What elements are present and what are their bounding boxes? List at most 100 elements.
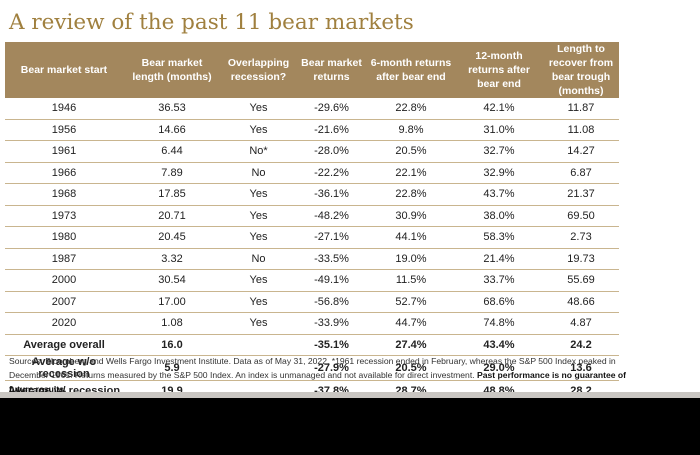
- table-cell: 22.8%: [367, 183, 455, 206]
- table-cell: 1987: [5, 248, 123, 270]
- table-cell: 11.87: [543, 98, 619, 120]
- table-row: 1946 36.53 Yes -29.6% 22.8% 42.1% 11.87: [5, 98, 619, 120]
- column-header: 6-month returns after bear end: [367, 42, 455, 98]
- table-row: 1987 3.32 No -33.5% 19.0% 21.4% 19.73: [5, 248, 619, 270]
- table-cell: 24.2: [543, 334, 619, 356]
- table-cell: [221, 355, 296, 381]
- column-header: Bear market returns: [296, 42, 367, 98]
- footnote: Sources: Bloomberg and Wells Fargo Inves…: [9, 354, 629, 396]
- table-cell: -33.5%: [296, 248, 367, 270]
- table-cell: 4.87: [543, 312, 619, 335]
- table-cell: No*: [221, 140, 296, 163]
- table-cell: -21.6%: [296, 119, 367, 141]
- column-header: 12-month returns after bear end: [455, 42, 543, 98]
- table-cell: Yes: [221, 98, 296, 120]
- average-row: Average overall 16.0 -35.1% 27.4% 43.4% 24.2: [5, 334, 619, 356]
- table-row: 1956 14.66 Yes -21.6% 9.8% 31.0% 11.08: [5, 119, 619, 141]
- header-row: Bear market start Bear market length (mon…: [5, 42, 619, 98]
- table-cell: 1980: [5, 226, 123, 249]
- table-cell: 32.7%: [455, 140, 543, 163]
- table-cell: 21.4%: [455, 248, 543, 270]
- table-cell: 33.7%: [455, 269, 543, 292]
- table-cell: 42.1%: [455, 98, 543, 120]
- table-cell: 22.1%: [367, 162, 455, 184]
- table-cell: No: [221, 162, 296, 184]
- report-sheet: A review of the past 11 bear markets Bea…: [0, 0, 700, 397]
- table-cell: Average w/o recession: [5, 355, 123, 381]
- table-row: 1968 17.85 Yes -36.1% 22.8% 43.7% 21.37: [5, 183, 619, 206]
- table-cell: 58.3%: [455, 226, 543, 249]
- table-header: Bear market start Bear market length (mon…: [5, 42, 619, 98]
- table-cell: Yes: [221, 291, 296, 313]
- table-cell: 17.85: [123, 183, 221, 206]
- table-cell: 1961: [5, 140, 123, 163]
- table-cell: Average overall: [5, 334, 123, 356]
- table-body: 1946 36.53 Yes -29.6% 22.8% 42.1% 11.87 1956 14.…: [5, 98, 619, 402]
- table-cell: -49.1%: [296, 269, 367, 292]
- table-cell: 20.5%: [367, 355, 455, 381]
- table-cell: 17.00: [123, 291, 221, 313]
- table-cell: 43.7%: [455, 183, 543, 206]
- table-cell: 68.6%: [455, 291, 543, 313]
- table-cell: -27.1%: [296, 226, 367, 249]
- table-cell: 1946: [5, 98, 123, 120]
- table-cell: Yes: [221, 205, 296, 227]
- table-cell: 6.44: [123, 140, 221, 163]
- table-cell: 38.0%: [455, 205, 543, 227]
- table-cell: Yes: [221, 269, 296, 292]
- table-cell: -22.2%: [296, 162, 367, 184]
- table-cell: 36.53: [123, 98, 221, 120]
- table-cell: 2000: [5, 269, 123, 292]
- table-cell: 29.0%: [455, 355, 543, 381]
- table-cell: 43.4%: [455, 334, 543, 356]
- table-cell: 21.37: [543, 183, 619, 206]
- table-cell: 31.0%: [455, 119, 543, 141]
- table-cell: 7.89: [123, 162, 221, 184]
- table-cell: 14.66: [123, 119, 221, 141]
- table-cell: 5.9: [123, 355, 221, 381]
- table-row: 1980 20.45 Yes -27.1% 44.1% 58.3% 2.73: [5, 226, 619, 249]
- table-cell: -27.9%: [296, 355, 367, 381]
- table-cell: 48.66: [543, 291, 619, 313]
- table-cell: Yes: [221, 226, 296, 249]
- column-header: Bear market start: [5, 42, 123, 98]
- table-cell: -35.1%: [296, 334, 367, 356]
- table-cell: Yes: [221, 312, 296, 335]
- table-row: 1966 7.89 No -22.2% 22.1% 32.9% 6.87: [5, 162, 619, 184]
- table-cell: 74.8%: [455, 312, 543, 335]
- table-cell: [221, 334, 296, 356]
- table-cell: 1.08: [123, 312, 221, 335]
- table-cell: -29.6%: [296, 98, 367, 120]
- table-cell: 52.7%: [367, 291, 455, 313]
- column-header: Bear market length (months): [123, 42, 221, 98]
- table-cell: 20.45: [123, 226, 221, 249]
- table-cell: 44.7%: [367, 312, 455, 335]
- table-cell: 32.9%: [455, 162, 543, 184]
- table-cell: 11.08: [543, 119, 619, 141]
- table-cell: -33.9%: [296, 312, 367, 335]
- table-cell: 20.5%: [367, 140, 455, 163]
- table-cell: 19.0%: [367, 248, 455, 270]
- table-cell: No: [221, 248, 296, 270]
- table-row: 2000 30.54 Yes -49.1% 11.5% 33.7% 55.69: [5, 269, 619, 292]
- table-cell: 1966: [5, 162, 123, 184]
- footnote-text: Sources: Bloomberg and Wells Fargo Inves…: [9, 356, 616, 380]
- table-cell: 2020: [5, 312, 123, 335]
- table-cell: 44.1%: [367, 226, 455, 249]
- table-cell: -56.8%: [296, 291, 367, 313]
- table-cell: 13.6: [543, 355, 619, 381]
- table-cell: 27.4%: [367, 334, 455, 356]
- bear-market-table: Bear market start Bear market length (mon…: [5, 42, 619, 402]
- table-cell: 1956: [5, 119, 123, 141]
- table-cell: -28.0%: [296, 140, 367, 163]
- table-cell: 3.32: [123, 248, 221, 270]
- table-cell: 69.50: [543, 205, 619, 227]
- column-header: Overlapping recession?: [221, 42, 296, 98]
- table-cell: 1973: [5, 205, 123, 227]
- table-cell: 2007: [5, 291, 123, 313]
- table-cell: 14.27: [543, 140, 619, 163]
- table-cell: 6.87: [543, 162, 619, 184]
- table-cell: 30.9%: [367, 205, 455, 227]
- page-title: A review of the past 11 bear markets: [9, 10, 414, 35]
- table-row: 1961 6.44 No* -28.0% 20.5% 32.7% 14.27: [5, 140, 619, 163]
